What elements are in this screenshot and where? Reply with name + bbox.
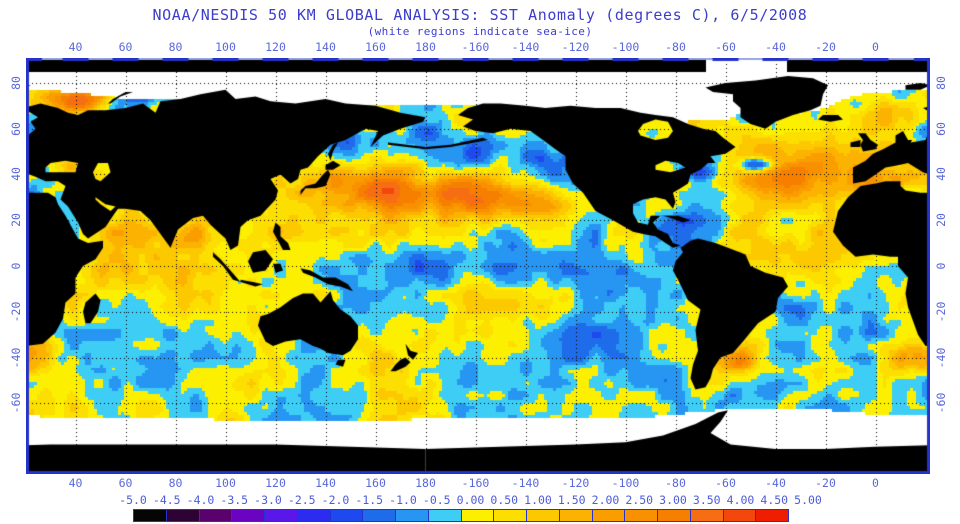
- lat-tick-label-left: -60: [9, 392, 23, 414]
- lon-tick-label-bottom: -100: [611, 476, 640, 490]
- lat-tick-label-right: 60: [934, 121, 948, 136]
- lat-tick-label-right: -40: [934, 347, 948, 368]
- colorbar-tick-label: -0.5: [422, 493, 451, 507]
- lon-tick-label-top: 80: [168, 40, 183, 54]
- lon-tick-label-top: 100: [215, 40, 236, 54]
- colorbar: [133, 509, 789, 522]
- colorbar-tick-label: 2.00: [591, 493, 620, 507]
- chart-subtitle: (white regions indicate sea-ice): [367, 25, 593, 38]
- colorbar-cell: [689, 509, 724, 522]
- colorbar-tick-label: -3.0: [254, 493, 282, 507]
- lat-tick-label-left: 60: [9, 121, 23, 136]
- colorbar-cell: [165, 509, 200, 522]
- colorbar-cell: [657, 509, 691, 522]
- lon-tick-label-bottom: -20: [815, 476, 836, 490]
- colorbar-cell: [329, 509, 364, 522]
- lon-tick-label-top: -80: [665, 40, 686, 54]
- colorbar-cell: [395, 509, 429, 522]
- colorbar-tick-label: -5.0: [119, 493, 147, 507]
- colorbar-tick-label: 3.50: [692, 493, 721, 507]
- colorbar-cell: [231, 509, 265, 522]
- colorbar-tick-label: 2.50: [625, 493, 654, 507]
- colorbar-tick-label: -2.0: [321, 493, 350, 507]
- chart-title: NOAA/NESDIS 50 KM GLOBAL ANALYSIS: SST A…: [152, 6, 808, 24]
- colorbar-tick-label: 3.00: [659, 493, 687, 507]
- lon-tick-label-bottom: -40: [765, 476, 786, 490]
- colorbar-tick-label: 4.50: [760, 493, 789, 507]
- lon-tick-label-top: -60: [715, 40, 736, 54]
- lat-tick-label-right: 20: [934, 213, 948, 228]
- lon-tick-label-top: 40: [68, 40, 83, 54]
- lon-tick-label-bottom: 140: [315, 476, 336, 490]
- lon-tick-label-bottom: 40: [68, 476, 83, 490]
- colorbar-tick-label: -1.0: [389, 493, 417, 507]
- lat-tick-label-left: -40: [9, 347, 23, 368]
- lat-tick-label-right: -20: [934, 301, 948, 323]
- lon-tick-label-top: -160: [461, 40, 490, 54]
- lon-tick-label-top: 0: [872, 40, 879, 54]
- lon-tick-label-bottom: -80: [665, 476, 686, 490]
- colorbar-tick-label: 0.50: [490, 493, 519, 507]
- colorbar-tick-label: 1.00: [524, 493, 552, 507]
- lon-tick-label-bottom: -140: [511, 476, 540, 490]
- lon-tick-label-bottom: 180: [415, 476, 436, 490]
- colorbar-tick-label: 1.50: [557, 493, 586, 507]
- lon-tick-label-bottom: 60: [118, 476, 133, 490]
- lat-tick-label-left: 80: [9, 75, 23, 90]
- colorbar-cell: [133, 509, 167, 522]
- lon-tick-label-top: -40: [765, 40, 786, 54]
- colorbar-tick-label: 4.00: [726, 493, 755, 507]
- lon-tick-label-top: 120: [265, 40, 286, 54]
- lon-tick-label-top: -120: [561, 40, 590, 54]
- colorbar-cell: [558, 509, 593, 522]
- colorbar-cell: [591, 509, 626, 522]
- lon-tick-label-top: 60: [118, 40, 133, 54]
- lon-tick-label-bottom: -60: [715, 476, 736, 490]
- lon-tick-label-top: -140: [511, 40, 540, 54]
- colorbar-cell: [493, 509, 527, 522]
- lat-tick-label-left: 0: [9, 262, 23, 270]
- lon-tick-label-top: -20: [815, 40, 836, 54]
- colorbar-cell: [624, 509, 658, 522]
- colorbar-tick-label: -2.5: [287, 493, 316, 507]
- colorbar-cell: [722, 509, 757, 522]
- colorbar-tick-label: 5.00: [794, 493, 822, 507]
- lon-tick-label-bottom: 0: [872, 476, 879, 490]
- colorbar-cell: [460, 509, 495, 522]
- colorbar-cell: [427, 509, 462, 522]
- colorbar-tick-label: -4.0: [186, 493, 215, 507]
- colorbar-cell: [755, 509, 789, 522]
- lat-tick-label-right: 80: [934, 75, 948, 90]
- colorbar-cell: [264, 509, 298, 522]
- lon-tick-label-bottom: -160: [461, 476, 490, 490]
- world-map-canvas: [26, 58, 930, 474]
- lon-tick-label-bottom: 120: [265, 476, 286, 490]
- lat-tick-label-right: 0: [934, 262, 948, 270]
- colorbar-cell: [198, 509, 233, 522]
- colorbar-tick-label: -3.5: [220, 493, 249, 507]
- lon-tick-label-top: -100: [611, 40, 640, 54]
- lon-tick-label-top: 180: [415, 40, 436, 54]
- colorbar-cell: [362, 509, 396, 522]
- lat-tick-label-left: -20: [9, 301, 23, 323]
- lon-tick-label-bottom: 80: [168, 476, 183, 490]
- colorbar-cell: [526, 509, 560, 522]
- lon-tick-label-top: 160: [365, 40, 386, 54]
- colorbar-cell: [296, 509, 331, 522]
- lon-tick-label-bottom: 100: [215, 476, 236, 490]
- colorbar-tick-label: 0.00: [456, 493, 485, 507]
- colorbar-tick-label: -4.5: [152, 493, 181, 507]
- lat-tick-label-left: 20: [9, 213, 23, 228]
- lon-tick-label-bottom: 160: [365, 476, 386, 490]
- lat-tick-label-right: 40: [934, 167, 948, 182]
- lon-tick-label-top: 140: [315, 40, 336, 54]
- lat-tick-label-right: -60: [934, 392, 948, 414]
- lat-tick-label-left: 40: [9, 167, 23, 182]
- colorbar-tick-label: -1.5: [355, 493, 384, 507]
- lon-tick-label-bottom: -120: [561, 476, 590, 490]
